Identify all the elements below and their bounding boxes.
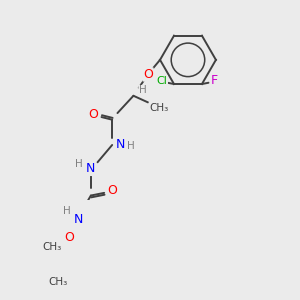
Text: H: H — [63, 206, 71, 217]
Text: H: H — [75, 159, 83, 169]
Text: O: O — [143, 68, 153, 81]
Text: CH₃: CH₃ — [42, 242, 62, 252]
Text: Cl: Cl — [157, 76, 167, 86]
Text: O: O — [107, 184, 117, 197]
Text: F: F — [210, 74, 218, 87]
Text: H: H — [139, 85, 147, 95]
Text: CH₃: CH₃ — [48, 277, 68, 287]
Text: CH₃: CH₃ — [149, 103, 168, 113]
Text: N: N — [86, 162, 96, 176]
Text: H: H — [127, 141, 135, 151]
Text: O: O — [88, 108, 98, 121]
Text: N: N — [74, 213, 84, 226]
Text: N: N — [116, 139, 125, 152]
Text: O: O — [64, 231, 74, 244]
